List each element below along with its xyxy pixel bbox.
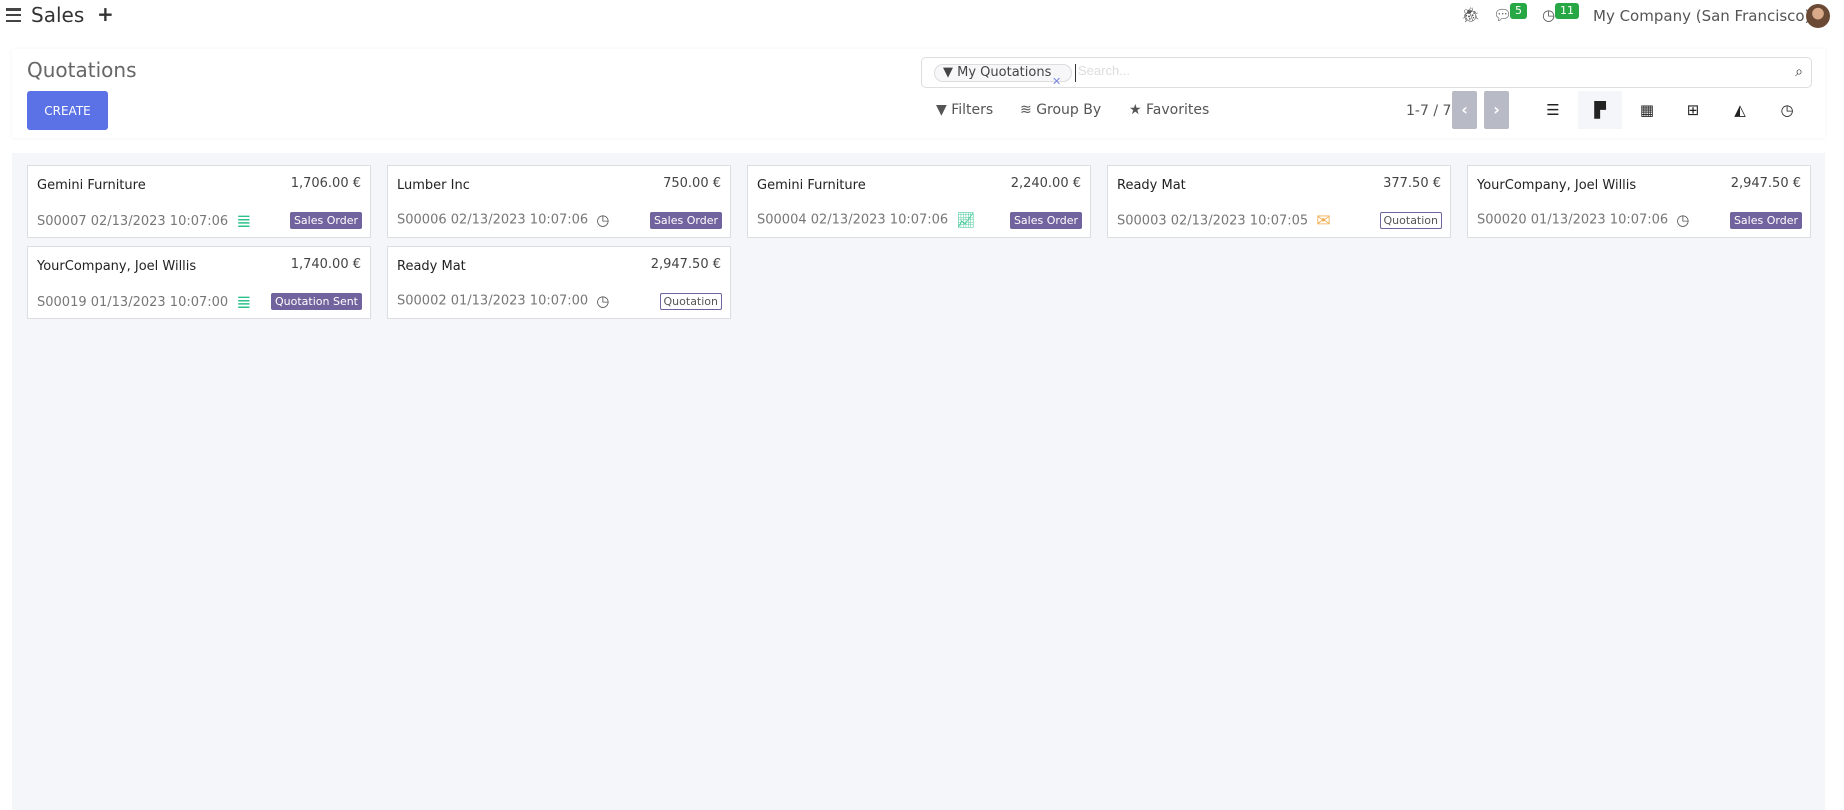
menu-icon[interactable]	[6, 8, 21, 22]
ref-text: S00007 02/13/2023 10:07:06	[37, 214, 229, 229]
layers-icon: ≋	[1020, 102, 1032, 118]
kanban-view: Gemini Furniture 1,706.00 € S00007 02/13…	[12, 153, 1825, 810]
status-badge: Quotation	[659, 293, 722, 310]
status-badge: Quotation Sent	[270, 293, 362, 310]
calendar-view-button[interactable]: ▦	[1639, 101, 1655, 119]
kanban-card[interactable]: Gemini Furniture 1,706.00 € S00007 02/13…	[27, 165, 371, 238]
clock-icon[interactable]: ◷	[596, 292, 610, 310]
messages-badge: 5	[1510, 3, 1527, 19]
ref-text: S00019 01/13/2023 10:07:00	[37, 295, 229, 310]
graph-view-button[interactable]: ◭	[1734, 101, 1746, 119]
server-icon[interactable]: ≣	[236, 292, 252, 313]
server-icon[interactable]: ≣	[236, 211, 252, 232]
ref-text: S00003 02/13/2023 10:07:05	[1117, 213, 1309, 229]
favorites-label: Favorites	[1146, 102, 1210, 118]
search-input[interactable]	[1078, 63, 1678, 78]
chat-icon[interactable]: 💬︎	[1493, 6, 1513, 24]
status-badge: Sales Order	[1009, 212, 1082, 229]
status-badge: Quotation	[1379, 212, 1442, 229]
customer-name: YourCompany, Joel Willis	[1477, 178, 1637, 193]
customer-name: Gemini Furniture	[37, 178, 146, 193]
page-title: Quotations	[27, 58, 137, 82]
clock-icon[interactable]: ◷	[1542, 6, 1556, 24]
pager-next-button[interactable]: ›	[1484, 91, 1509, 129]
amount: 750.00 €	[663, 176, 721, 191]
star-icon: ★	[1129, 102, 1142, 118]
envelope-icon[interactable]: ✉	[1316, 211, 1331, 231]
create-button[interactable]: CREATE	[27, 91, 108, 130]
amount: 2,947.50 €	[1730, 176, 1801, 191]
order-ref-date: S00006 02/13/2023 10:07:06 ◷	[397, 211, 609, 229]
text-cursor	[1075, 64, 1076, 82]
kanban-card[interactable]: Gemini Furniture 2,240.00 € S00004 02/13…	[747, 165, 1091, 238]
clock-icon[interactable]: ◷	[1676, 211, 1690, 229]
plus-icon[interactable]: +	[97, 2, 114, 26]
order-ref-date: S00007 02/13/2023 10:07:06 ≣	[37, 211, 251, 232]
pivot-view-button[interactable]: ⊞	[1686, 101, 1700, 119]
kanban-card[interactable]: Lumber Inc 750.00 € S00006 02/13/2023 10…	[387, 165, 731, 238]
ref-text: S00002 01/13/2023 10:07:00	[397, 293, 589, 309]
clock-icon[interactable]: ◷	[596, 211, 610, 229]
search-icon[interactable]: ⌕	[1795, 64, 1803, 80]
filters-button[interactable]: ▼ Filters	[936, 102, 993, 118]
search-facet[interactable]: ▼ My Quotations	[934, 64, 1073, 82]
group-by-button[interactable]: ≋ Group By	[1020, 102, 1101, 118]
amount: 2,240.00 €	[1010, 176, 1081, 191]
kanban-card[interactable]: Ready Mat 2,947.50 € S00002 01/13/2023 1…	[387, 246, 731, 319]
app-name[interactable]: Sales	[31, 3, 85, 27]
search-bar[interactable]: ▼ My Quotations ✕ ⌕	[921, 57, 1812, 88]
facet-label: My Quotations	[957, 65, 1052, 80]
kanban-view-button[interactable]: ▛	[1578, 91, 1622, 129]
order-ref-date: S00003 02/13/2023 10:07:05 ✉	[1117, 211, 1330, 231]
filter-icon: ▼	[943, 65, 958, 80]
customer-name: YourCompany, Joel Willis	[37, 259, 197, 274]
customer-name: Gemini Furniture	[757, 178, 866, 193]
kanban-card[interactable]: YourCompany, Joel Willis 1,740.00 € S000…	[27, 246, 371, 319]
kanban-card[interactable]: YourCompany, Joel Willis 2,947.50 € S000…	[1467, 165, 1811, 238]
avatar[interactable]	[1806, 4, 1830, 28]
amount: 2,947.50 €	[650, 257, 721, 272]
kanban-card[interactable]: Ready Mat 377.50 € S00003 02/13/2023 10:…	[1107, 165, 1451, 238]
order-ref-date: S00004 02/13/2023 10:07:06 📈︎	[757, 211, 975, 229]
customer-name: Lumber Inc	[397, 178, 470, 193]
list-view-button[interactable]: ☰	[1546, 101, 1560, 119]
status-badge: Sales Order	[289, 212, 362, 229]
ref-text: S00004 02/13/2023 10:07:06	[757, 212, 949, 228]
group-by-label: Group By	[1036, 102, 1102, 118]
status-badge: Sales Order	[1729, 212, 1802, 229]
customer-name: Ready Mat	[1117, 178, 1186, 193]
filters-label: Filters	[951, 102, 994, 118]
pager-value[interactable]: 1-7 / 7	[1406, 103, 1452, 119]
remove-facet-icon[interactable]: ✕	[1052, 75, 1062, 88]
amount: 1,740.00 €	[290, 257, 361, 272]
order-ref-date: S00002 01/13/2023 10:07:00 ◷	[397, 292, 609, 310]
favorites-button[interactable]: ★ Favorites	[1129, 102, 1209, 118]
status-badge: Sales Order	[649, 212, 722, 229]
ref-text: S00020 01/13/2023 10:07:06	[1477, 212, 1669, 228]
pager-previous-button[interactable]: ‹	[1452, 91, 1477, 129]
ref-text: S00006 02/13/2023 10:07:06	[397, 212, 589, 228]
order-ref-date: S00019 01/13/2023 10:07:00 ≣	[37, 292, 251, 313]
activities-badge: 11	[1555, 3, 1579, 19]
order-ref-date: S00020 01/13/2023 10:07:06 ◷	[1477, 211, 1689, 229]
line-chart-icon[interactable]: 📈︎	[956, 211, 976, 229]
company-switcher[interactable]: My Company (San Francisco)	[1593, 7, 1811, 25]
activity-view-button[interactable]: ◷	[1780, 101, 1794, 119]
customer-name: Ready Mat	[397, 259, 466, 274]
top-navbar: Sales + 🐞︎ 💬︎ 5 ◷ 11 My Company (San Fra…	[0, 0, 1844, 40]
amount: 1,706.00 €	[290, 176, 361, 191]
filter-icon: ▼	[936, 102, 947, 118]
bug-icon[interactable]: 🐞︎	[1461, 6, 1481, 24]
amount: 377.50 €	[1383, 176, 1441, 191]
